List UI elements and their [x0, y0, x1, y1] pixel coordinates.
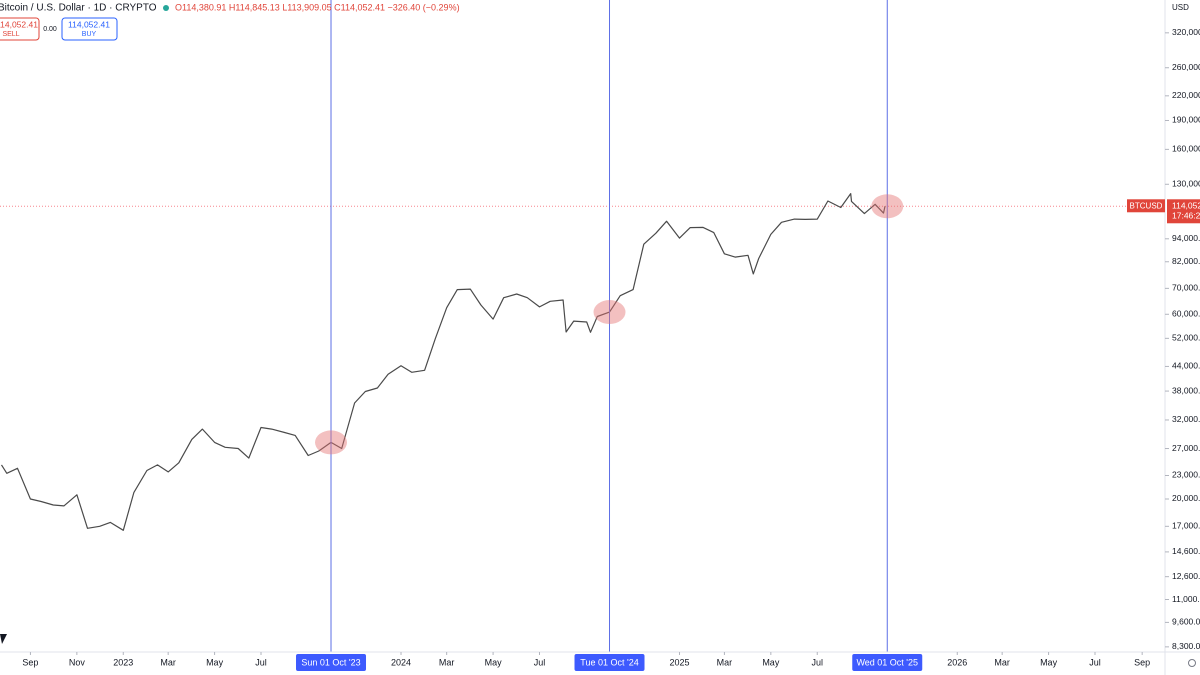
spread: 0.00: [43, 26, 57, 33]
x-tick-label: Jul: [811, 657, 823, 667]
x-tick-label: 2026: [947, 657, 967, 667]
x-tick-label: Jul: [534, 657, 546, 667]
sell-label: SELL: [2, 31, 19, 38]
y-tick-label: 320,000.00: [1172, 27, 1200, 37]
y-tick-label: 23,000.00: [1172, 470, 1200, 480]
logo: [0, 634, 7, 644]
price-tag-box: [1167, 199, 1200, 224]
x-tick-label: May: [485, 657, 503, 667]
y-tick-label: 70,000.00: [1172, 283, 1200, 293]
plot-area: [0, 0, 1165, 652]
x-tick-label: 2023: [113, 657, 133, 667]
currency: USD: [1172, 3, 1189, 12]
marker-label-box: [852, 654, 923, 671]
highlight-circle: [871, 194, 904, 219]
marker-label: Tue 01 Oct '24: [580, 657, 638, 667]
price-tag-symbol-box: [1127, 199, 1165, 213]
buy-price: 114,052.41: [68, 19, 110, 29]
x-tick-label: 2025: [670, 657, 690, 667]
market-status: [163, 5, 169, 11]
marker-label-box: [574, 654, 645, 671]
y-tick-label: 260,000.00: [1172, 62, 1200, 72]
x-tick-label: Nov: [69, 657, 86, 667]
y-tick-label: 82,000.00: [1172, 256, 1200, 266]
y-tick-label: 94,000.00: [1172, 233, 1200, 243]
y-tick-label: 52,000.00: [1172, 333, 1200, 343]
y-tick-label: 8,300.00: [1172, 641, 1200, 651]
settings-icon[interactable]: [1188, 659, 1196, 667]
x-tick-label: Sep: [22, 657, 38, 667]
y-tick-label: 38,000.00: [1172, 385, 1200, 395]
y-tick-label: 9,600.00: [1172, 617, 1200, 627]
y-tick-label: 60,000.00: [1172, 309, 1200, 319]
highlight-circle: [593, 300, 626, 325]
buy-button[interactable]: [61, 17, 118, 41]
marker-label: Sun 01 Oct '23: [301, 657, 360, 667]
y-tick-label: 160,000.00: [1172, 144, 1200, 154]
sell-button[interactable]: [0, 17, 40, 41]
x-tick-label: May: [206, 657, 224, 667]
x-tick-label: Mar: [717, 657, 733, 667]
x-tick-label: Mar: [994, 657, 1010, 667]
y-tick-label: 14,600.00: [1172, 546, 1200, 556]
price-tag-value: 114,052.41: [1172, 201, 1200, 211]
sell-price: 114,052.41: [0, 19, 38, 29]
price-line: [0, 193, 886, 531]
y-tick-label: 190,000.00: [1172, 115, 1200, 125]
y-tick-label: 20,000.00: [1172, 493, 1200, 503]
marker-label-box: [296, 654, 367, 671]
x-tick-label: Sep: [1134, 657, 1150, 667]
x-tick-label: Mar: [439, 657, 455, 667]
x-tick-label: Jul: [1089, 657, 1101, 667]
highlight-circle: [315, 430, 348, 455]
marker-label: Wed 01 Oct '25: [856, 657, 918, 667]
x-tick-label: Jul: [255, 657, 267, 667]
y-tick-label: 44,000.00: [1172, 361, 1200, 371]
y-tick-label: 27,000.00: [1172, 443, 1200, 453]
y-tick-label: 12,600.00: [1172, 571, 1200, 581]
x-tick-label: May: [762, 657, 780, 667]
x-tick-label: Mar: [160, 657, 176, 667]
y-tick-label: 11,000.00: [1172, 594, 1200, 604]
buy-label: BUY: [82, 31, 97, 38]
x-tick-label: 2024: [391, 657, 411, 667]
ohlc: O114,380.91 H114,845.13 L113,909.05 C114…: [175, 2, 460, 12]
x-tick-label: May: [1040, 657, 1058, 667]
price-tag-countdown: 17:46:21: [1172, 211, 1200, 221]
price-tag-symbol: BTCUSD: [1130, 201, 1163, 210]
y-tick-label: 17,000.00: [1172, 521, 1200, 531]
y-tick-label: 220,000.00: [1172, 90, 1200, 100]
y-tick-label: 130,000.00: [1172, 179, 1200, 189]
symbol-title: Bitcoin / U.S. Dollar · 1D · CRYPTO: [0, 3, 157, 14]
y-tick-label: 32,000.00: [1172, 414, 1200, 424]
